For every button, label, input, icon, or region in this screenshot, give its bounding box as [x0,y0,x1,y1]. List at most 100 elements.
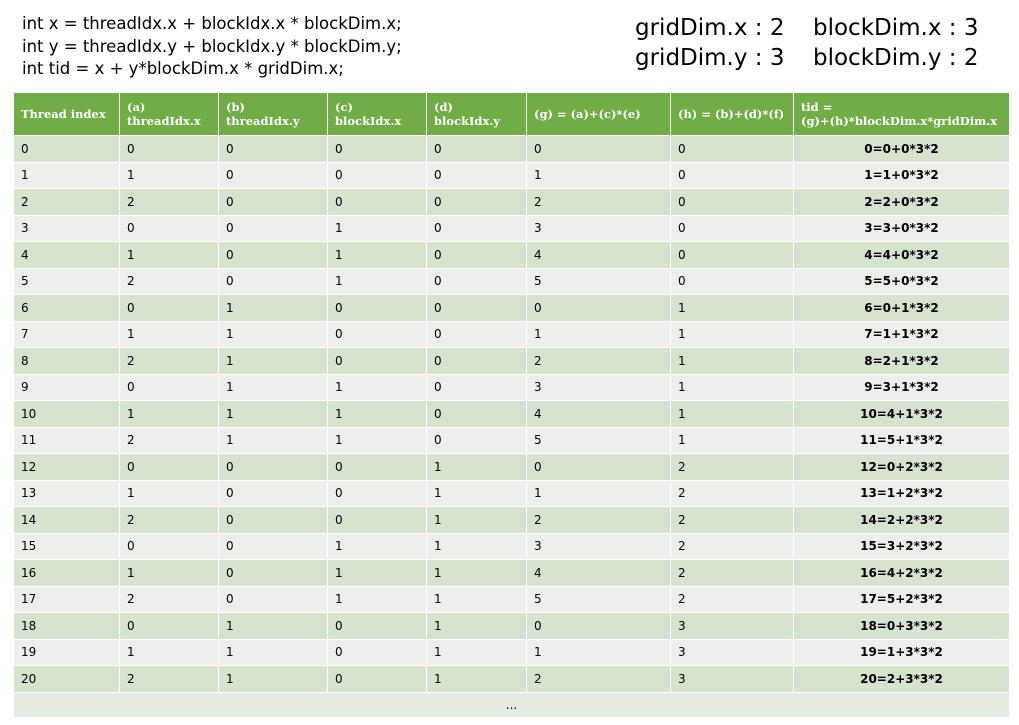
cell: 17=5+2*3*2 [793,585,1010,613]
cell: 4 [13,241,120,269]
cell: 1 [218,665,328,693]
header-row: Thread index (a) threadIdx.x (b) threadIdx.y… [13,92,1010,136]
header-cell: (a) threadIdx.x [119,92,219,136]
cell: 3 [670,612,794,640]
cell: 1 [327,373,427,401]
cell: 0 [426,241,527,269]
header-line: Thread index [21,107,106,121]
cell: 1 [119,241,219,269]
cell: 2 [526,665,671,693]
header-line: (g) = (a)+(c)*(e) [534,107,641,121]
code-line: int x = threadIdx.x + blockIdx.x * block… [22,14,402,33]
cell: 10 [13,400,120,428]
table-row: 8 2 1 0 0 2 1 8=2+1*3*2 [13,347,1010,375]
cell: 0 [327,453,427,481]
cell: 20 [13,665,120,693]
cell: 1 [218,294,328,322]
cell: 0 [327,612,427,640]
cell: 0 [426,426,527,454]
code-block: int x = threadIdx.x + blockIdx.x * block… [22,13,402,81]
table-body: 0 0 0 0 0 0 0 0=0+0*3*2 1 1 0 0 0 1 0 1=1+0*3*2 2 2 0 0 0 2 0 2… [13,135,1010,693]
cell: 15=3+2*3*2 [793,532,1010,560]
table-row: 17 2 0 1 1 5 2 17=5+2*3*2 [13,585,1010,613]
footer-row: ... [13,691,1010,718]
ellipsis: ... [13,691,1010,718]
cell: 13 [13,479,120,507]
cell: 2 [526,188,671,216]
cell: 1 [218,373,328,401]
cell: 6=0+1*3*2 [793,294,1010,322]
cell: 1 [670,400,794,428]
cell: 1 [426,585,527,613]
cell: 0 [119,214,219,242]
cell: 1 [670,373,794,401]
cell: 0 [526,453,671,481]
cell: 1 [670,320,794,348]
header-line: (b) [226,100,245,114]
table-row: 20 2 1 0 1 2 3 20=2+3*3*2 [13,665,1010,693]
table-row: 19 1 1 0 1 1 3 19=1+3*3*2 [13,638,1010,666]
table-row: 1 1 0 0 0 1 0 1=1+0*3*2 [13,161,1010,189]
cell: 3 [13,214,120,242]
cell: 2 [670,506,794,534]
header-line: (d) [434,100,453,114]
cell: 2 [119,188,219,216]
cell: 19=1+3*3*2 [793,638,1010,666]
cell: 1 [426,665,527,693]
cell: 1 [426,479,527,507]
cell: 0 [218,532,328,560]
cell: 1 [119,559,219,587]
cell: 2 [526,506,671,534]
table-row: 3 0 0 1 0 3 0 3=3+0*3*2 [13,214,1010,242]
cell: 2 [13,188,120,216]
cell: 16=4+2*3*2 [793,559,1010,587]
cell: 12 [13,453,120,481]
header-line: blockIdx.x [335,114,402,128]
cell: 19 [13,638,120,666]
cell: 0 [426,188,527,216]
table-row: 9 0 1 1 0 3 1 9=3+1*3*2 [13,373,1010,401]
cell: 3=3+0*3*2 [793,214,1010,242]
cell: 1 [327,585,427,613]
cell: 3 [526,214,671,242]
cell: 2 [119,347,219,375]
table-row: 2 2 0 0 0 2 0 2=2+0*3*2 [13,188,1010,216]
cell: 17 [13,585,120,613]
cell: 0 [119,373,219,401]
cell: 0 [526,135,671,163]
code-line: int y = threadIdx.y + blockIdx.y * block… [22,36,402,56]
dim-value: blockDim.y : 2 [813,45,979,71]
cell: 2 [670,585,794,613]
cell: 1 [218,638,328,666]
cell: 1 [327,267,427,295]
dim-row: gridDim.x : 2 blockDim.x : 3 [635,13,978,43]
cell: 1 [670,426,794,454]
table-row: 10 1 1 1 0 4 1 10=4+1*3*2 [13,400,1010,428]
cell: 0 [218,135,328,163]
cell: 1 [119,161,219,189]
table-row: 4 1 0 1 0 4 0 4=4+0*3*2 [13,241,1010,269]
cell: 1 [327,214,427,242]
cell: 0 [218,241,328,269]
header-cell: Thread index [13,92,120,136]
header-line: blockIdx.y [434,114,501,128]
header-line: (h) = (b)+(d)*(f) [678,107,785,121]
cell: 2 [670,479,794,507]
cell: 0 [426,294,527,322]
cell: 0 [218,188,328,216]
dim-row: gridDim.y : 3 blockDim.y : 2 [635,43,978,73]
cell: 0 [218,161,328,189]
cell: 2 [670,559,794,587]
cell: 1 [426,612,527,640]
cell: 1 [327,532,427,560]
cell: 1 [327,400,427,428]
cell: 6 [13,294,120,322]
cell: 1 [218,400,328,428]
table-row: 13 1 0 0 1 1 2 13=1+2*3*2 [13,479,1010,507]
cell: 1 [426,506,527,534]
cell: 4=4+0*3*2 [793,241,1010,269]
cell: 7=1+1*3*2 [793,320,1010,348]
cell: 0 [218,585,328,613]
cell: 4 [526,400,671,428]
